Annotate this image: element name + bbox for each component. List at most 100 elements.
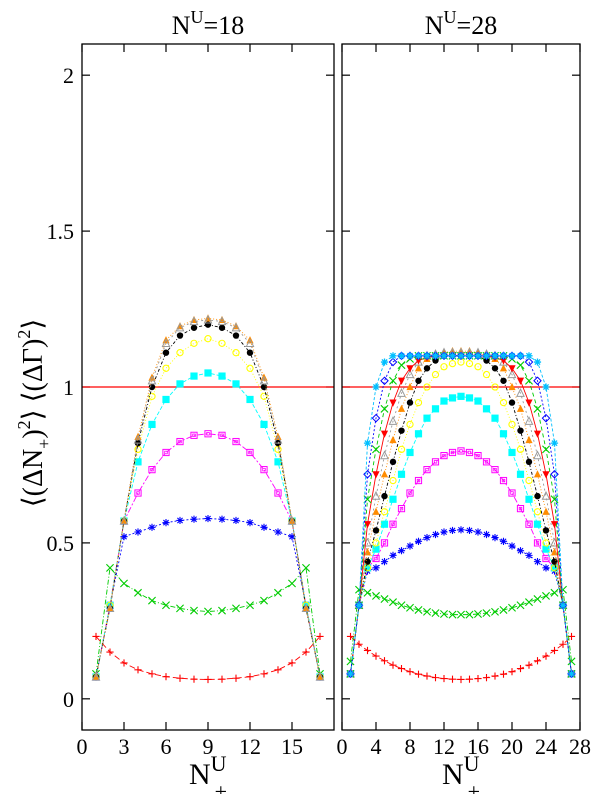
data-point <box>448 610 457 619</box>
data-point <box>423 534 431 542</box>
data-point <box>406 365 414 373</box>
data-point <box>550 521 559 529</box>
data-point <box>457 610 465 619</box>
frame-left <box>81 43 335 731</box>
data-point <box>148 466 156 474</box>
data-point <box>389 520 397 528</box>
data-point <box>120 579 128 588</box>
data-point <box>508 668 516 676</box>
data-point <box>397 664 406 673</box>
data-point <box>134 458 142 466</box>
data-point <box>559 640 567 648</box>
data-point <box>246 395 254 404</box>
data-point <box>491 414 499 422</box>
data-point <box>148 420 156 429</box>
data-point <box>204 321 212 328</box>
x-tick-label: 12 <box>433 734 455 759</box>
data-point <box>246 519 254 527</box>
series-10 <box>346 351 576 678</box>
data-point <box>406 603 414 612</box>
data-point <box>533 430 542 438</box>
series-6 <box>347 351 575 678</box>
data-point <box>389 399 397 407</box>
data-point <box>389 661 397 669</box>
y-tick-label: 1 <box>63 375 74 400</box>
data-point <box>232 332 240 339</box>
data-point <box>397 470 406 478</box>
data-point <box>448 359 457 368</box>
data-point <box>380 358 389 366</box>
series-line <box>350 355 572 674</box>
data-point <box>465 359 474 368</box>
data-point <box>405 369 415 379</box>
data-point <box>274 666 282 674</box>
data-point <box>431 458 440 466</box>
data-point <box>274 458 282 466</box>
data-point <box>380 430 389 438</box>
data-point <box>431 609 440 618</box>
data-point <box>218 324 226 331</box>
data-point <box>190 431 198 439</box>
y-tick-label: 0 <box>63 687 74 712</box>
data-point <box>533 404 542 413</box>
data-point <box>406 399 414 406</box>
data-point <box>120 659 128 667</box>
data-point <box>231 322 241 332</box>
data-point <box>448 526 457 535</box>
data-point <box>423 383 431 391</box>
data-point <box>542 564 550 572</box>
data-point <box>482 352 491 360</box>
data-point <box>414 357 423 365</box>
y-axis-label: ⟨(ΔN+)2⟩ ⟨(ΔΓ)2⟩ <box>14 319 54 508</box>
data-point <box>302 563 310 572</box>
data-point <box>120 516 128 525</box>
series-line <box>350 636 572 680</box>
data-point <box>372 527 380 534</box>
data-point <box>550 439 559 447</box>
series-line <box>350 361 572 674</box>
data-point <box>423 607 431 616</box>
data-point <box>474 363 482 371</box>
data-point <box>176 604 184 613</box>
data-point <box>474 610 482 618</box>
data-point <box>260 523 268 531</box>
data-point <box>423 352 431 360</box>
data-point <box>397 377 406 385</box>
data-point <box>415 377 422 384</box>
data-point <box>217 316 227 326</box>
data-point <box>204 335 212 343</box>
data-point <box>346 669 355 679</box>
data-point <box>465 394 474 402</box>
data-point <box>491 672 499 680</box>
data-point <box>491 352 499 360</box>
data-point <box>161 338 171 347</box>
data-point <box>516 388 525 397</box>
data-point <box>533 595 542 604</box>
data-point <box>516 547 525 555</box>
x-tick-label: 24 <box>535 734 557 759</box>
data-point <box>346 657 355 666</box>
data-point <box>525 551 533 559</box>
data-point <box>106 563 114 572</box>
data-point <box>525 435 533 444</box>
data-point <box>542 507 550 515</box>
data-point <box>533 539 542 547</box>
data-point <box>491 365 499 372</box>
series-5 <box>346 358 576 678</box>
data-point <box>465 610 474 619</box>
data-point <box>533 508 542 516</box>
data-point <box>533 376 542 386</box>
data-point <box>246 349 254 356</box>
data-point <box>288 516 296 525</box>
data-point <box>316 632 324 641</box>
data-point <box>542 527 550 534</box>
data-point <box>380 404 389 413</box>
data-point <box>119 515 129 525</box>
data-point <box>274 528 282 536</box>
data-point <box>260 466 268 474</box>
data-point <box>457 675 465 684</box>
data-point <box>162 601 170 610</box>
data-point <box>440 363 448 371</box>
data-point <box>525 520 533 528</box>
